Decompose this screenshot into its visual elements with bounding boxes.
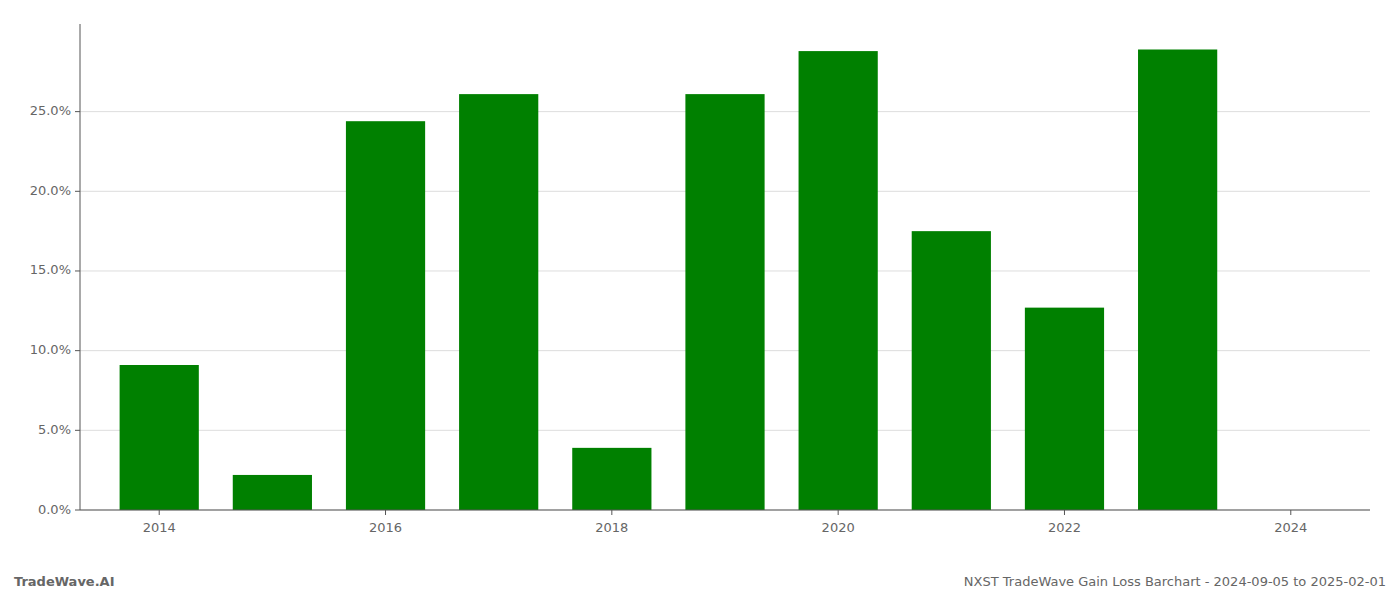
bar <box>685 94 764 510</box>
bar <box>1025 308 1104 510</box>
y-tick <box>75 510 80 511</box>
chart-container: 0.0% 5.0% 10.0% 15.0% 20.0% 25.0% 2014 2016 2018… <box>0 0 1400 600</box>
y-tick-label: 20.0% <box>30 183 71 198</box>
y-tick-label: 25.0% <box>30 103 71 118</box>
y-tick <box>75 111 80 112</box>
bar <box>799 51 878 510</box>
bar <box>120 365 199 510</box>
y-tick <box>75 430 80 431</box>
y-tick-label: 10.0% <box>30 342 71 357</box>
y-axis-line <box>80 24 81 510</box>
bar <box>1138 49 1217 510</box>
bar <box>346 121 425 510</box>
y-tick <box>75 350 80 351</box>
x-tick <box>1290 510 1291 515</box>
axes: 0.0% 5.0% 10.0% 15.0% 20.0% 25.0% 2014 2016 2018… <box>30 24 1370 535</box>
x-tick <box>385 510 386 515</box>
grid-line <box>80 510 1370 511</box>
footer: TradeWave.AI NXST TradeWave Gain Loss Bar… <box>14 574 1386 589</box>
x-tick <box>1064 510 1065 515</box>
x-tick-label: 2016 <box>369 520 402 535</box>
footer-text: NXST TradeWave Gain Loss Barchart - 2024… <box>964 574 1386 589</box>
x-tick-label: 2014 <box>143 520 176 535</box>
y-tick-label: 15.0% <box>30 262 71 277</box>
x-tick <box>838 510 839 515</box>
x-tick-label: 2018 <box>595 520 628 535</box>
y-tick <box>75 270 80 271</box>
y-tick <box>75 191 80 192</box>
bar <box>459 94 538 510</box>
y-tick-label: 5.0% <box>38 422 71 437</box>
bars <box>120 49 1218 510</box>
footer-text: TradeWave.AI <box>14 574 115 589</box>
x-tick-label: 2020 <box>822 520 855 535</box>
x-tick <box>611 510 612 515</box>
x-tick-label: 2024 <box>1274 520 1307 535</box>
x-tick-label: 2022 <box>1048 520 1081 535</box>
x-axis-line <box>80 510 1370 511</box>
bar <box>572 448 651 510</box>
bar <box>233 475 312 510</box>
bar <box>912 231 991 510</box>
chart-svg: 0.0% 5.0% 10.0% 15.0% 20.0% 25.0% 2014 2016 2018… <box>0 0 1400 600</box>
y-tick-label: 0.0% <box>38 502 71 517</box>
x-tick <box>159 510 160 515</box>
